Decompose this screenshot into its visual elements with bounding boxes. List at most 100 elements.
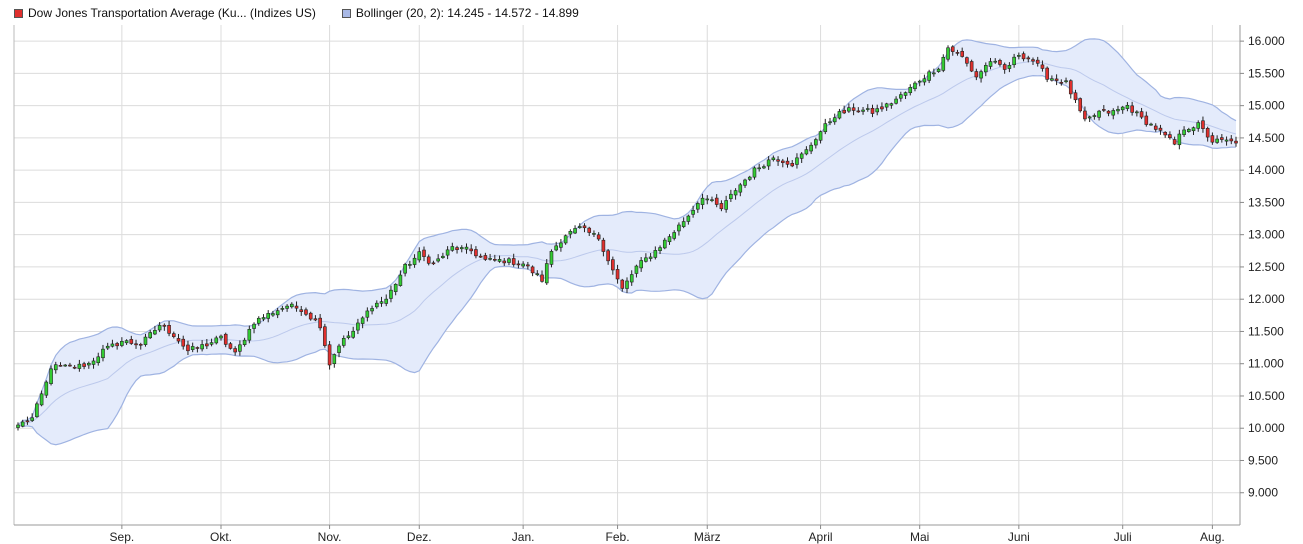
candle <box>889 102 894 109</box>
candle-body <box>738 184 743 193</box>
candle-body <box>587 227 592 233</box>
candle-body <box>1097 110 1101 118</box>
candle-body <box>922 78 927 83</box>
candle <box>337 343 341 358</box>
candle <box>757 163 761 172</box>
candle <box>771 155 776 162</box>
candle-body <box>223 333 228 345</box>
candle <box>507 257 511 266</box>
candle-body <box>1092 115 1097 117</box>
candle-body <box>903 92 908 96</box>
candle <box>686 214 691 225</box>
candle-body <box>134 343 138 346</box>
bollinger-band-area <box>18 38 1236 445</box>
candle <box>658 245 662 255</box>
candle-body <box>700 197 705 205</box>
candle-body <box>568 231 573 235</box>
candle-body <box>644 257 648 262</box>
candle <box>540 270 544 283</box>
candle-body <box>1149 123 1153 126</box>
candle <box>1229 135 1234 145</box>
candle <box>1139 107 1144 120</box>
candle <box>559 239 563 252</box>
candle-body <box>1035 59 1040 64</box>
candle-body <box>459 247 464 250</box>
candle <box>998 58 1002 67</box>
candle <box>275 307 280 319</box>
candle <box>1064 77 1068 84</box>
candle-body <box>809 144 813 152</box>
candle <box>738 182 743 197</box>
candle <box>35 401 39 418</box>
candle-body <box>856 110 861 113</box>
x-tick-label: April <box>809 530 833 544</box>
candle-body <box>1130 105 1134 113</box>
legend-swatch-bollinger <box>341 8 351 18</box>
candle-body <box>814 139 818 146</box>
candle <box>785 157 790 168</box>
candle <box>205 339 209 350</box>
x-tick-label: Sep. <box>110 530 135 544</box>
candle-body <box>1168 134 1172 139</box>
candle-body <box>82 363 86 367</box>
candle <box>814 137 818 149</box>
legend-item-main[interactable]: Dow Jones Transportation Average (Ku... … <box>14 6 316 20</box>
candle <box>861 106 865 115</box>
candle <box>1017 52 1021 60</box>
candle <box>228 341 233 350</box>
legend-item-bollinger[interactable]: Bollinger (20, 2): 14.245 - 14.572 - 14.… <box>341 6 579 20</box>
candle <box>1186 127 1191 133</box>
candle <box>365 307 370 322</box>
y-tick-label: 11.500 <box>1248 324 1284 338</box>
candle <box>464 243 469 254</box>
candle-body <box>186 344 190 352</box>
candle-body <box>318 317 322 329</box>
candle-body <box>502 260 507 264</box>
candle <box>294 301 299 312</box>
candle-body <box>266 313 271 319</box>
candle <box>285 304 289 312</box>
candle-body <box>691 210 695 215</box>
candle-body <box>323 326 327 346</box>
candle-body <box>733 190 738 196</box>
candle-body <box>1031 59 1035 62</box>
candle <box>804 146 809 156</box>
candle <box>1040 60 1045 72</box>
candle <box>960 47 964 58</box>
candle-body <box>894 98 898 104</box>
candle <box>842 105 846 115</box>
candle-body <box>464 246 469 250</box>
candle-body <box>832 117 837 123</box>
candle <box>233 346 237 356</box>
bollinger-bands <box>17 38 1237 446</box>
candle-body <box>823 123 828 133</box>
candle <box>483 252 488 261</box>
candle <box>611 256 615 275</box>
candle <box>894 96 898 105</box>
y-tick-label: 10.000 <box>1248 421 1285 435</box>
candle <box>1163 131 1167 138</box>
candle-body <box>219 335 223 339</box>
candle <box>436 254 440 263</box>
candle <box>393 283 398 296</box>
candle <box>247 325 252 344</box>
legend-label-main: Dow Jones Transportation Average (Ku... … <box>28 6 316 20</box>
candle <box>332 353 337 368</box>
candle <box>644 253 648 263</box>
candle <box>988 57 993 70</box>
candle <box>1191 126 1196 135</box>
candle-body <box>549 251 554 265</box>
candle <box>181 335 186 350</box>
candle-body <box>544 263 549 284</box>
candle-body <box>1102 109 1106 111</box>
candle-body <box>148 332 152 339</box>
candlestick-series <box>16 45 1238 431</box>
candle-body <box>1135 111 1139 114</box>
candle <box>662 237 667 250</box>
candle-body <box>374 302 379 308</box>
candle <box>271 310 275 317</box>
candle <box>290 302 294 309</box>
candle-body <box>58 365 63 367</box>
candle <box>922 74 927 86</box>
